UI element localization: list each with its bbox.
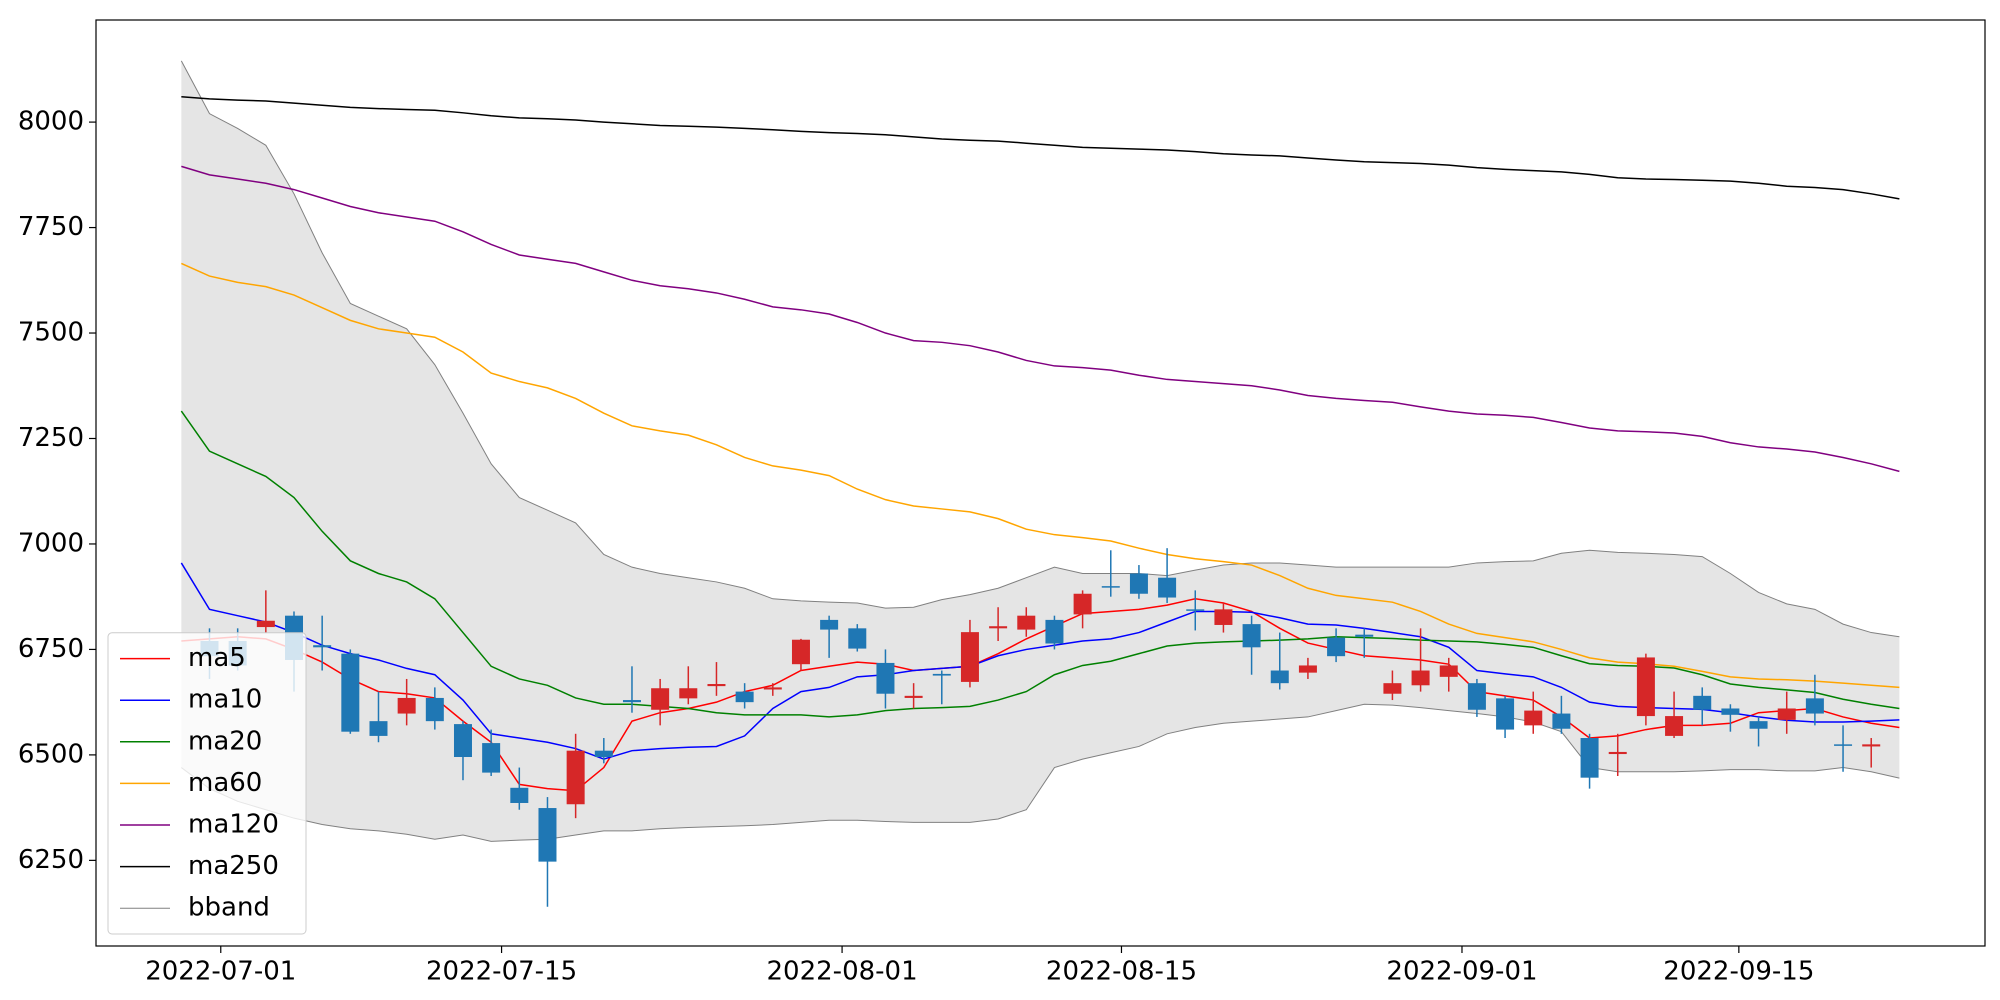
candle-body xyxy=(1073,593,1092,615)
candle-body xyxy=(707,684,726,687)
axis-layer: 6250 6500 6750 7000 7250 7500 7750 8000 2022-07-… xyxy=(18,19,1986,987)
candle-body xyxy=(256,620,275,628)
candle-body xyxy=(622,700,641,703)
candle-body xyxy=(763,687,782,690)
candle-body xyxy=(594,750,613,758)
candle-body xyxy=(932,673,951,676)
candle-body xyxy=(1355,634,1374,637)
candle-body xyxy=(1214,609,1233,625)
candle-body xyxy=(1693,695,1712,710)
candle-body xyxy=(1101,586,1120,588)
candle-body xyxy=(904,695,923,698)
candle-body xyxy=(1327,637,1346,657)
y-tick-label: 8000 xyxy=(18,107,84,137)
candle-body xyxy=(1721,708,1740,715)
legend-label: ma20 xyxy=(188,726,262,756)
x-tick-label: 2022-09-01 xyxy=(1386,957,1537,987)
ma-line xyxy=(181,262,1900,689)
candle-body xyxy=(1045,619,1064,644)
candle-body xyxy=(876,662,895,694)
ma-line xyxy=(180,562,1900,760)
candle-body xyxy=(1524,710,1543,726)
plot-frame xyxy=(95,19,1986,947)
candle-body xyxy=(1411,670,1430,686)
candle-body xyxy=(735,691,754,703)
candle-body xyxy=(1270,670,1289,684)
x-tick-label: 2022-08-01 xyxy=(767,957,918,987)
candle-body xyxy=(1580,738,1599,778)
candle-body xyxy=(1608,751,1627,755)
candle-body xyxy=(989,626,1008,629)
candle-body xyxy=(1496,698,1515,730)
candle-body xyxy=(1467,683,1486,710)
legend-label: ma120 xyxy=(188,810,279,840)
candle-body xyxy=(1298,665,1317,673)
candle-body xyxy=(1017,615,1036,630)
x-tick-label: 2022-08-15 xyxy=(1046,957,1197,987)
candle-body xyxy=(1242,624,1261,648)
candle-body xyxy=(369,721,388,736)
legend-label: ma10 xyxy=(188,685,262,715)
candle-body xyxy=(425,697,444,722)
y-tick-label: 6750 xyxy=(18,634,84,664)
legend-label: bband xyxy=(188,893,270,923)
candle-body xyxy=(1552,713,1571,729)
band-fill xyxy=(181,60,1900,842)
x-tick-label: 2022-07-01 xyxy=(145,957,296,987)
candle-body xyxy=(960,632,979,682)
candle-body xyxy=(1665,716,1684,736)
candle-body xyxy=(1383,683,1402,694)
candle-body xyxy=(313,645,332,648)
legend-label: ma5 xyxy=(188,643,246,673)
candle-body xyxy=(1749,721,1768,729)
x-tick-label: 2022-07-15 xyxy=(426,957,577,987)
candle-body xyxy=(679,688,698,699)
y-tick-label: 6250 xyxy=(18,845,84,875)
ma-line xyxy=(181,96,1900,200)
candle-body xyxy=(1158,577,1177,598)
y-tick-label: 6500 xyxy=(18,739,84,769)
x-tick-label: 2022-09-15 xyxy=(1663,957,1814,987)
band-edge xyxy=(181,703,1900,842)
legend-label: ma250 xyxy=(188,851,279,881)
y-tick-label: 7000 xyxy=(18,528,84,558)
candle-body xyxy=(482,743,501,773)
candle-body xyxy=(341,653,360,732)
candle-body xyxy=(566,750,585,805)
candle-body xyxy=(1862,744,1881,747)
candle-body xyxy=(397,697,416,714)
candle-body xyxy=(1186,609,1205,611)
candle-body xyxy=(791,639,810,665)
candle-body xyxy=(651,688,670,710)
candle-body xyxy=(453,724,472,758)
candle-body xyxy=(848,628,867,649)
candle-body xyxy=(510,787,529,803)
candle-body xyxy=(1636,657,1655,717)
candle-body xyxy=(1805,698,1824,714)
legend-box xyxy=(107,632,307,935)
candle-body xyxy=(1834,744,1853,746)
candle-body xyxy=(1439,665,1458,677)
y-tick-label: 7500 xyxy=(18,318,84,348)
band-edge xyxy=(180,60,1900,638)
ma-line xyxy=(181,165,1900,473)
band-layer xyxy=(180,60,1900,842)
legend: ma5 ma10 ma20 ma60 ma120 ma250 bband xyxy=(107,632,307,935)
candle-body xyxy=(820,619,839,630)
ma-line xyxy=(180,410,1900,718)
candle-body xyxy=(1777,708,1796,720)
candle-body xyxy=(538,808,557,862)
y-tick-label: 7250 xyxy=(18,423,84,453)
candle-body xyxy=(1129,573,1148,594)
legend-label: ma60 xyxy=(188,768,262,798)
y-tick-label: 7750 xyxy=(18,212,84,242)
